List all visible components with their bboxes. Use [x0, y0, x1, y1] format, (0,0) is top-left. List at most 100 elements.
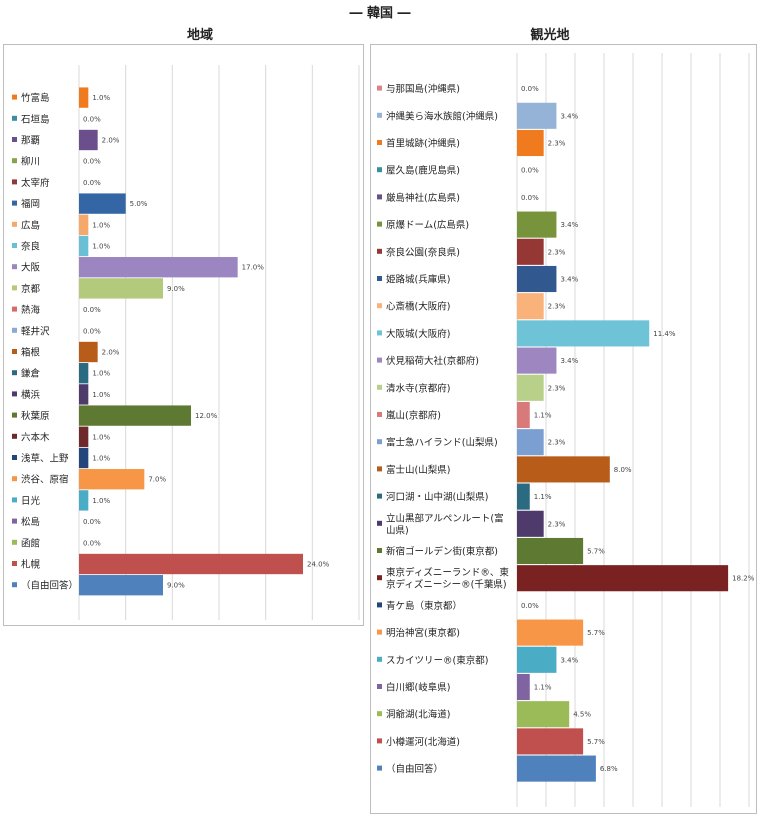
- value-label: 18.2%: [732, 575, 755, 583]
- legend-swatch: [377, 303, 382, 309]
- value-label: 1.0%: [92, 221, 110, 229]
- value-label: 0.0%: [83, 306, 101, 314]
- bar: [79, 405, 191, 426]
- legend-swatch: [377, 575, 382, 581]
- value-label: 2.0%: [102, 349, 120, 357]
- category-label: 東京ディズニーランド®、東京ディズニーシー®(千葉県): [386, 567, 509, 591]
- bar: [79, 214, 89, 235]
- value-label: 5.7%: [587, 738, 605, 746]
- value-label: 0.0%: [521, 602, 539, 610]
- bar: [517, 646, 557, 673]
- value-label: 2.3%: [548, 384, 566, 392]
- legend-swatch: [377, 357, 382, 363]
- bar: [517, 211, 557, 238]
- value-label: 0.0%: [83, 179, 101, 187]
- bar: [517, 238, 544, 265]
- bar: [79, 278, 163, 299]
- category-label: 立山黒部アルペンルート(富山県): [386, 512, 504, 536]
- category-label: 函館: [21, 537, 40, 549]
- value-label: 2.3%: [548, 248, 566, 256]
- legend-swatch: [12, 179, 17, 185]
- category-label: 沖縄美ら海水族館(沖縄県): [386, 110, 498, 122]
- legend-swatch: [12, 349, 17, 354]
- legend-swatch: [12, 476, 17, 482]
- value-label: 24.0%: [307, 561, 330, 569]
- legend-swatch: [377, 85, 382, 91]
- left-chart: 竹富島 1.0% 石垣島 0.0% 那覇 2.0% 柳川 0.0% 太宰府 0.0% 福岡 5.0% 広…: [12, 65, 360, 620]
- value-label: 0.0%: [83, 539, 101, 547]
- legend-swatch: [377, 330, 382, 336]
- category-label: 河口湖・山中湖(山梨県): [386, 491, 488, 503]
- legend-swatch: [377, 194, 382, 200]
- legend-swatch: [12, 391, 17, 397]
- bar: [79, 87, 89, 108]
- legend-swatch: [12, 158, 17, 164]
- legend-swatch: [377, 167, 382, 173]
- value-label: 5.7%: [587, 629, 605, 637]
- category-label: 小樽運河(北海道): [386, 736, 460, 748]
- left-chart-panel: 竹富島 1.0% 石垣島 0.0% 那覇 2.0% 柳川 0.0% 太宰府 0.0% 福岡 5.0% 広…: [3, 44, 364, 626]
- legend-swatch: [12, 221, 17, 227]
- legend-swatch: [12, 433, 17, 439]
- category-label: 原爆ドーム(広島県): [386, 219, 469, 231]
- legend-swatch: [12, 243, 17, 248]
- category-label: 厳島神社(広島県): [386, 192, 460, 204]
- legend-swatch: [12, 561, 17, 566]
- value-label: 3.4%: [560, 221, 578, 229]
- legend-swatch: [377, 765, 382, 771]
- category-label: 奈良: [21, 241, 41, 253]
- category-label: 熱海: [21, 304, 41, 316]
- legend-swatch: [12, 518, 17, 524]
- category-label: 奈良公園(奈良県): [386, 246, 460, 258]
- bar: [79, 447, 89, 469]
- legend-swatch: [377, 656, 382, 662]
- bar: [517, 701, 570, 728]
- category-label: （自由回答）: [21, 580, 78, 592]
- value-label: 9.0%: [167, 582, 185, 590]
- value-label: 0.0%: [83, 518, 101, 526]
- bar: [79, 341, 98, 363]
- category-label: 大阪城(大阪府): [386, 328, 450, 340]
- category-label: 伏見稲荷大社(京都府): [386, 355, 479, 367]
- value-label: 2.3%: [548, 140, 566, 148]
- legend-swatch: [12, 115, 17, 121]
- bar: [517, 347, 557, 374]
- legend-swatch: [12, 137, 17, 142]
- legend-swatch: [377, 466, 382, 472]
- figure-title: ― 韓国 ―: [349, 6, 411, 21]
- value-label: 0.0%: [521, 85, 539, 93]
- legend-swatch: [12, 412, 17, 418]
- category-label: 首里城跡(沖縄県): [386, 138, 460, 150]
- value-label: 17.0%: [242, 264, 265, 272]
- category-label: 六本木: [21, 431, 50, 443]
- value-label: 1.0%: [92, 243, 110, 251]
- value-label: 1.0%: [92, 391, 110, 399]
- legend-swatch: [377, 629, 382, 635]
- legend-swatch: [12, 327, 17, 333]
- legend-swatch: [377, 493, 382, 499]
- bar: [79, 490, 89, 511]
- bar: [517, 510, 544, 537]
- legend-swatch: [377, 738, 382, 744]
- value-label: 3.4%: [560, 357, 578, 365]
- bar: [79, 129, 98, 151]
- value-label: 3.4%: [560, 112, 578, 120]
- category-label: 日光: [21, 495, 41, 507]
- category-label: 福岡: [21, 198, 40, 210]
- category-label: 箱根: [21, 347, 41, 359]
- category-label: 心斎橋(大阪府): [386, 301, 450, 313]
- category-label: 白川郷(岐阜県): [386, 682, 450, 694]
- bar: [517, 565, 729, 592]
- value-label: 5.7%: [587, 548, 605, 556]
- category-label: 渋谷、原宿: [21, 474, 69, 486]
- value-label: 3.4%: [560, 656, 578, 664]
- bar: [79, 469, 145, 490]
- category-label: 秋葉原: [21, 410, 50, 422]
- bar: [517, 619, 584, 646]
- category-label: 明治神宮(東京都): [386, 627, 460, 639]
- legend-swatch: [377, 548, 382, 553]
- value-label: 1.1%: [534, 684, 552, 692]
- value-label: 1.0%: [92, 370, 110, 378]
- category-label: 柳川: [21, 156, 40, 168]
- bar: [517, 320, 650, 347]
